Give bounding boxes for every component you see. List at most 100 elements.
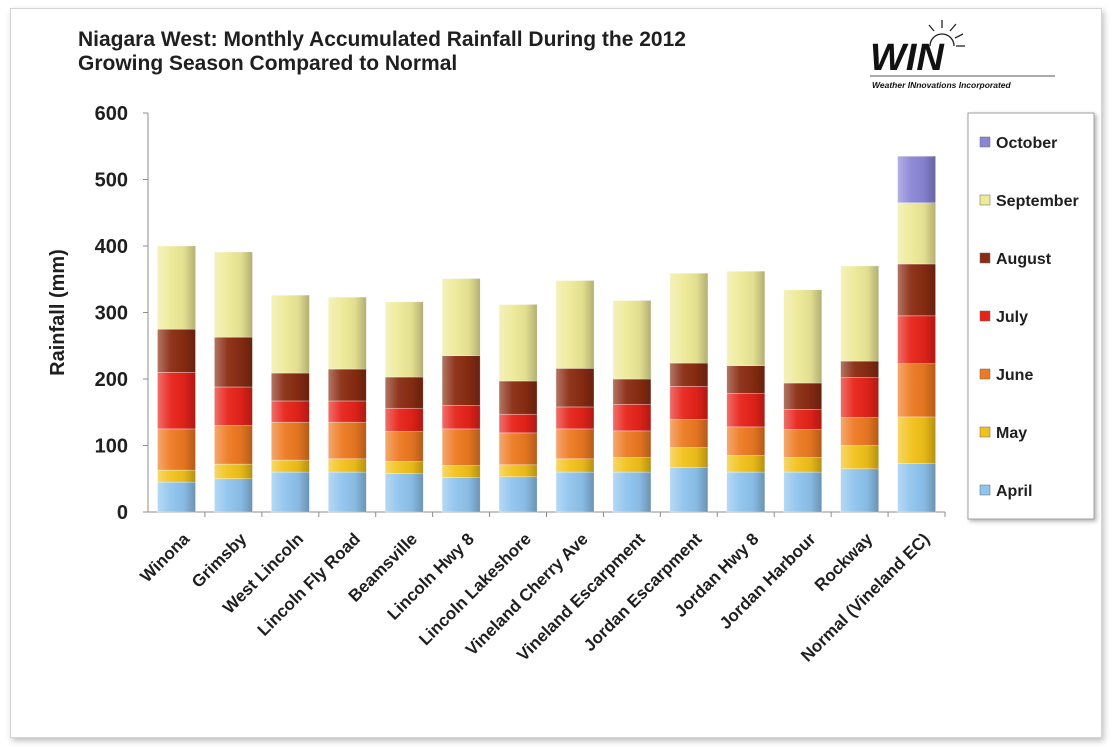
- bar-segment-may: [327, 458, 367, 473]
- bar-stack-8: [612, 300, 652, 513]
- bar-segment-august: [441, 355, 481, 406]
- bar-segment-september: [783, 289, 822, 384]
- bar-segment-october: [897, 155, 936, 204]
- bar-segment-september: [612, 300, 652, 380]
- x-tick-label: Winona: [137, 529, 194, 586]
- bar-segment-june: [612, 430, 652, 458]
- bar-segment-june: [441, 428, 481, 466]
- bar-segment-august: [555, 368, 595, 408]
- legend-swatch: [979, 252, 991, 264]
- bar-segment-august: [384, 376, 424, 409]
- legend-label: July: [996, 309, 1028, 326]
- bar-segment-august: [612, 378, 652, 405]
- legend-swatch: [979, 310, 991, 322]
- bar-stack-3: [327, 296, 367, 513]
- bar-segment-september: [157, 245, 196, 330]
- legend-swatch: [979, 484, 991, 496]
- bar-segment-august: [157, 328, 196, 373]
- legend-item-may: May: [979, 425, 1027, 442]
- bar-segment-july: [555, 406, 595, 430]
- legend-item-october: October: [979, 135, 1057, 152]
- bar-segment-april: [498, 476, 538, 513]
- bar-segment-may: [498, 464, 538, 478]
- chart-title-line-2: Growing Season Compared to Normal: [78, 52, 458, 75]
- bar-stack-12: [840, 265, 879, 513]
- bar-segment-july: [327, 400, 367, 423]
- bar-segment-april: [726, 471, 766, 513]
- bar-segment-june: [669, 419, 709, 448]
- x-tick-label: Jordan Harbour: [716, 529, 820, 633]
- x-tick-label: Lincoln Lakeshore: [415, 529, 535, 649]
- bar-segment-july: [157, 372, 196, 430]
- bar-segment-july: [840, 377, 879, 418]
- y-tick-label: 100: [95, 436, 128, 458]
- legend-item-august: August: [979, 251, 1052, 268]
- bar-stack-10: [726, 270, 766, 513]
- y-tick-label: 600: [95, 103, 128, 125]
- legend-swatch: [979, 194, 991, 206]
- bar-segment-april: [612, 471, 652, 513]
- bar-segment-june: [840, 417, 879, 446]
- bar-segment-august: [840, 360, 879, 378]
- bar-segment-july: [271, 400, 310, 423]
- bar-segment-june: [271, 421, 310, 461]
- bar-segment-may: [783, 457, 822, 473]
- bar-segment-august: [214, 336, 253, 388]
- bar-segment-april: [327, 471, 367, 513]
- bar-segment-may: [271, 459, 310, 473]
- legend-item-september: September: [979, 193, 1079, 210]
- bar-segment-april: [384, 473, 424, 513]
- legend-swatch: [979, 426, 991, 438]
- sun-icon: [928, 20, 965, 47]
- bar-stack-9: [669, 272, 709, 513]
- bar-segment-april: [783, 471, 822, 513]
- legend-label: May: [996, 425, 1027, 442]
- bar-segment-september: [555, 280, 595, 369]
- y-tick-label: 200: [95, 369, 128, 391]
- bar-stack-6: [498, 304, 538, 513]
- bar-segment-may: [157, 469, 196, 483]
- bar-segment-july: [783, 409, 822, 430]
- bar-segment-august: [327, 368, 367, 402]
- legend-item-july: July: [979, 309, 1028, 326]
- bar-segment-september: [271, 294, 310, 374]
- bar-segment-august: [783, 382, 822, 410]
- x-tick-label: Lincoln Fly Road: [254, 529, 364, 639]
- y-tick-label: 0: [117, 502, 128, 524]
- bar-segment-april: [555, 471, 595, 513]
- logo-wordmark: WIN: [870, 37, 945, 79]
- bar-stack-2: [271, 294, 310, 513]
- legend-label: April: [996, 483, 1032, 500]
- bar-segment-september: [498, 304, 538, 382]
- legend-swatch: [979, 136, 991, 148]
- bar-stack-7: [555, 280, 595, 513]
- bar-segment-june: [498, 432, 538, 466]
- bar-stack-5: [441, 278, 481, 513]
- chart-title: Niagara West: Monthly Accumulated Rainfa…: [78, 28, 818, 76]
- bar-segment-june: [555, 428, 595, 460]
- bar-segment-july: [669, 386, 709, 420]
- bar-segment-july: [214, 386, 253, 426]
- bar-segment-may: [669, 447, 709, 468]
- bar-segment-june: [726, 426, 766, 456]
- legend-label: August: [996, 251, 1052, 268]
- bar-segment-may: [214, 463, 253, 480]
- bar-segment-july: [726, 393, 766, 428]
- bar-segment-april: [271, 471, 310, 513]
- bar-stack-1: [214, 251, 253, 513]
- bar-segment-may: [384, 461, 424, 474]
- bar-segment-june: [214, 425, 253, 465]
- bar-segment-april: [897, 463, 936, 513]
- bar-segment-june: [384, 431, 424, 462]
- bar-stack-13: [897, 155, 936, 513]
- bar-segment-september: [840, 265, 879, 362]
- y-tick-label: 300: [95, 303, 128, 325]
- bar-segment-july: [897, 315, 936, 365]
- bar-segment-september: [214, 251, 253, 338]
- bar-segment-september: [897, 202, 936, 265]
- legend-item-june: June: [979, 367, 1033, 384]
- bar-segment-july: [498, 413, 538, 434]
- legend-label: September: [996, 193, 1079, 210]
- bar-segment-august: [897, 263, 936, 317]
